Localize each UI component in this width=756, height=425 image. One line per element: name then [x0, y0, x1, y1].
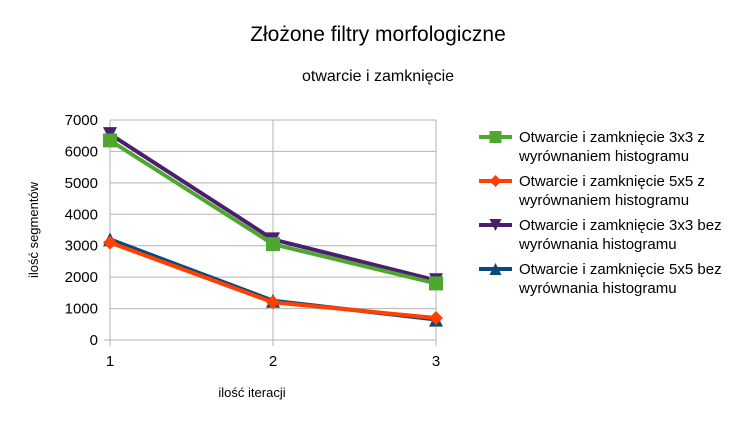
x-tick-label: 1 [106, 353, 114, 370]
data-point [103, 236, 117, 250]
legend-marker [490, 131, 502, 143]
y-tick-label: 0 [90, 332, 98, 349]
legend-label: wyrównaniem histogramu [518, 192, 689, 209]
plot-area: 0 1000 2000 3000 4000 5000 6000 7000 1 2 3 [65, 112, 443, 370]
y-tick-label: 6000 [65, 143, 98, 160]
y-axis-label: ilość segmentów [26, 181, 41, 278]
data-point [103, 133, 117, 147]
legend-item: Otwarcie i zamknięcie 3x3 bez wyrównania … [479, 217, 722, 253]
data-point [429, 276, 443, 290]
legend-label: Otwarcie i zamknięcie 3x3 z [519, 129, 705, 146]
legend-label: wyrównania histogramu [518, 236, 677, 253]
y-tick-label: 3000 [65, 238, 98, 255]
chart-subtitle: otwarcie i zamknięcie [302, 68, 454, 85]
y-tick-label: 1000 [65, 301, 98, 318]
legend-marker [490, 175, 502, 187]
x-tick-label: 2 [269, 353, 277, 370]
legend: Otwarcie i zamknięcie 3x3 z wyrównaniem h… [479, 129, 722, 297]
x-tick-label: 3 [432, 353, 440, 370]
legend-item: Otwarcie i zamknięcie 5x5 bez wyrównania … [479, 261, 722, 297]
legend-item: Otwarcie i zamknięcie 3x3 z wyrównaniem h… [479, 129, 705, 165]
x-axis-label: ilość iteracji [218, 385, 285, 400]
chart-title: Złożone filtry morfologiczne [250, 23, 506, 46]
legend-label: Otwarcie i zamknięcie 3x3 bez [519, 217, 722, 234]
data-point [266, 237, 280, 251]
y-tick-label: 4000 [65, 206, 98, 223]
legend-label: Otwarcie i zamknięcie 5x5 bez [519, 261, 722, 278]
legend-label: wyrównania histogramu [518, 280, 677, 297]
legend-label: Otwarcie i zamknięcie 5x5 z [519, 173, 705, 190]
y-tick-label: 5000 [65, 175, 98, 192]
legend-label: wyrównaniem histogramu [518, 148, 689, 165]
legend-item: Otwarcie i zamknięcie 5x5 z wyrównaniem h… [479, 173, 705, 209]
y-tick-label: 2000 [65, 269, 98, 286]
y-tick-label: 7000 [65, 112, 98, 129]
